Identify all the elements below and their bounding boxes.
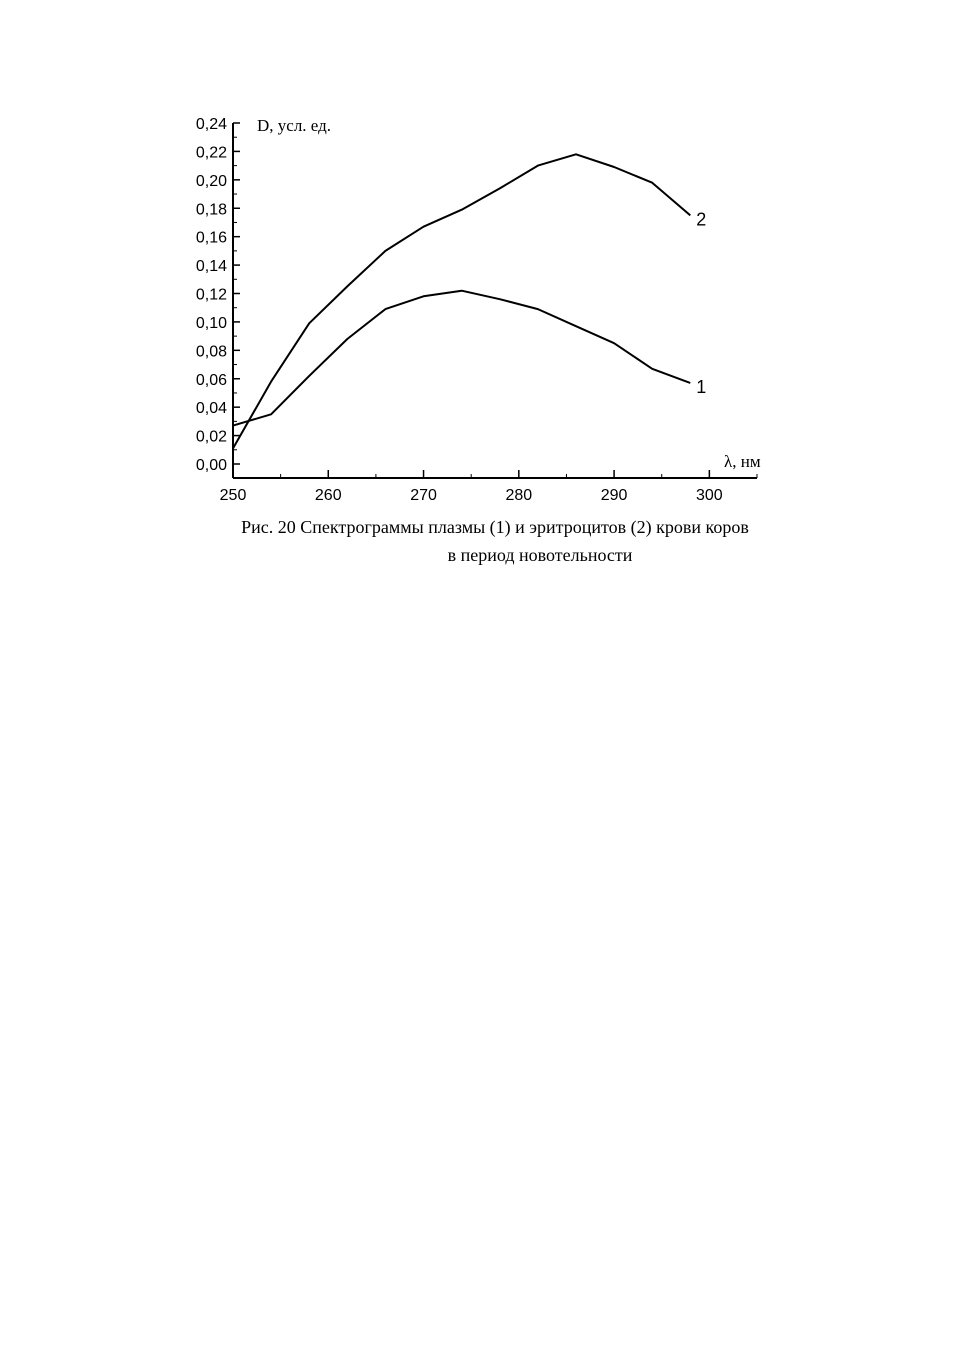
y-tick-label: 0,10 (196, 315, 227, 332)
y-axis-label: D, усл. ед. (257, 116, 331, 135)
figure-caption-line-1: Рис. 20 Спектрограммы плазмы (1) и эритр… (241, 517, 749, 537)
x-tick-label: 270 (410, 487, 437, 504)
y-tick-label: 0,00 (196, 457, 227, 474)
figure-caption-line-2: в период новотельности (447, 545, 633, 565)
y-axis-ticks: 0,00 0,02 0,04 0,06 0,08 0,10 0,12 0,14 0,16 0,18… (196, 116, 240, 474)
series-1-line (232, 289, 691, 427)
y-tick-label: 0,12 (196, 287, 227, 304)
y-tick-label: 0,06 (196, 372, 227, 389)
series-lines: 12 (232, 153, 706, 449)
y-tick-label: 0,24 (196, 116, 227, 133)
series-2-label: 2 (696, 209, 706, 229)
x-axis-ticks: 250 260 270 280 290 300 (220, 470, 758, 504)
y-tick-label: 0,20 (196, 173, 227, 190)
x-tick-label: 260 (315, 487, 342, 504)
y-tick-label: 0,16 (196, 230, 227, 247)
x-axis-label: λ, нм (724, 452, 761, 471)
y-tick-label: 0,08 (196, 343, 227, 360)
axes (232, 123, 757, 479)
y-tick-label: 0,14 (196, 258, 227, 275)
y-tick-label: 0,02 (196, 429, 227, 446)
y-tick-label: 0,22 (196, 144, 227, 161)
x-tick-label: 250 (220, 487, 247, 504)
y-tick-label: 0,04 (196, 400, 227, 417)
y-tick-label: 0,18 (196, 201, 227, 218)
x-tick-label: 300 (696, 487, 723, 504)
series-1-label: 1 (696, 377, 706, 397)
series-2-line (232, 153, 691, 449)
x-tick-label: 290 (601, 487, 628, 504)
x-tick-label: 280 (505, 487, 532, 504)
